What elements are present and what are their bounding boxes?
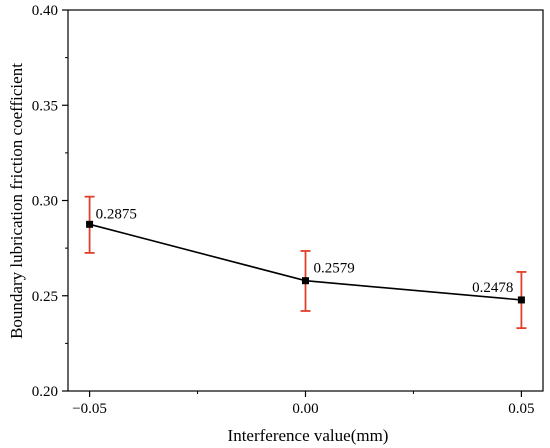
data-labels: 0.2875 0.2579 0.2478 [96,206,514,296]
y-tick-label: 0.25 [32,289,58,305]
error-bars [84,195,527,330]
x-tick-label: 0.05 [508,401,534,417]
y-tick-label: 0.20 [32,384,58,400]
x-tick-label: −0.05 [72,401,107,417]
axes: 0.20 0.25 0.30 0.35 0.40 −0.05 0.00 0.05 [32,3,544,417]
data-label: 0.2875 [96,206,137,222]
data-point [86,220,94,228]
y-axis-title: Boundary lubrication friction coefficien… [7,63,26,339]
data-point [302,277,309,285]
x-tick-label: 0.00 [292,401,318,417]
y-tick-label: 0.30 [32,194,58,210]
y-tick-label: 0.35 [32,98,58,114]
data-markers [86,220,525,304]
data-label: 0.2579 [314,261,355,277]
plot-frame [67,9,544,392]
data-label: 0.2478 [472,280,513,296]
x-axis-title: Interference value(mm) [228,426,389,445]
data-point [517,296,525,304]
y-tick-label: 0.40 [32,3,58,19]
